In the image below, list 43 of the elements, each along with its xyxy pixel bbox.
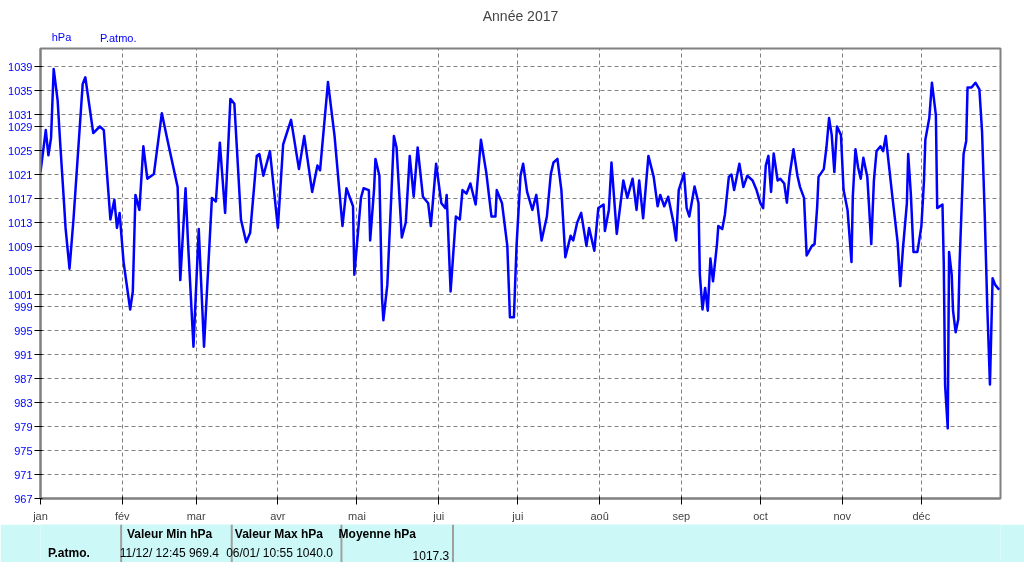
text: Moyenne hPa xyxy=(338,526,417,541)
x-tick-label: nov xyxy=(833,509,852,522)
text: Valeur Min hPa xyxy=(126,526,213,541)
x-tick-label: jui xyxy=(511,509,524,522)
text: 11/12/ 12:45 969.4 xyxy=(119,545,220,560)
x-tick-label: jui xyxy=(432,509,445,522)
text: 06/01/ 10:55 1040.0 xyxy=(226,545,334,560)
y-tick-label: 983 xyxy=(14,396,33,409)
y-tick-label: 1005 xyxy=(8,264,33,277)
y-tick-label: 967 xyxy=(14,492,33,505)
y-tick-label: 1021 xyxy=(8,168,33,181)
y-tick-label: 1039 xyxy=(8,60,33,73)
y-tick-label: 1009 xyxy=(8,240,33,253)
y-tick-label: 1001 xyxy=(8,288,33,301)
y-tick-label: 975 xyxy=(14,444,33,457)
text: Valeur Max hPa xyxy=(234,526,324,541)
y-tick-label: 987 xyxy=(14,372,33,385)
x-tick-label: aoû xyxy=(590,509,609,522)
y-tick-label: 1013 xyxy=(8,216,33,229)
y-tick-label: 979 xyxy=(14,420,33,433)
text: P.atmo. xyxy=(100,32,137,44)
y-tick-label: 995 xyxy=(14,324,33,337)
y-tick-label: 1017 xyxy=(8,192,33,205)
y-tick-label: 999 xyxy=(14,300,33,313)
x-tick-label: avr xyxy=(270,509,286,522)
y-tick-label: 1035 xyxy=(8,84,33,97)
x-tick-label: jan xyxy=(32,509,48,522)
y-tick-label: 1029 xyxy=(8,120,33,133)
x-tick-label: déc xyxy=(912,509,931,522)
y-tick-label: 971 xyxy=(14,468,33,481)
chart-title: Année 2017 xyxy=(482,7,559,24)
text: 1017.3 xyxy=(412,548,450,563)
y-tick-label: 1031 xyxy=(8,108,33,121)
y-axis-title: hPa xyxy=(51,30,73,43)
y-tick-label: 991 xyxy=(14,348,33,361)
text: P.atmo. xyxy=(48,545,90,560)
x-tick-label: sep xyxy=(672,509,691,522)
y-tick-label: 1025 xyxy=(8,144,33,157)
x-tick-label: fév xyxy=(114,509,131,522)
x-tick-label: mai xyxy=(348,509,366,522)
x-tick-label: mar xyxy=(186,509,206,522)
x-tick-label: oct xyxy=(753,509,768,522)
line-series xyxy=(40,67,1001,430)
